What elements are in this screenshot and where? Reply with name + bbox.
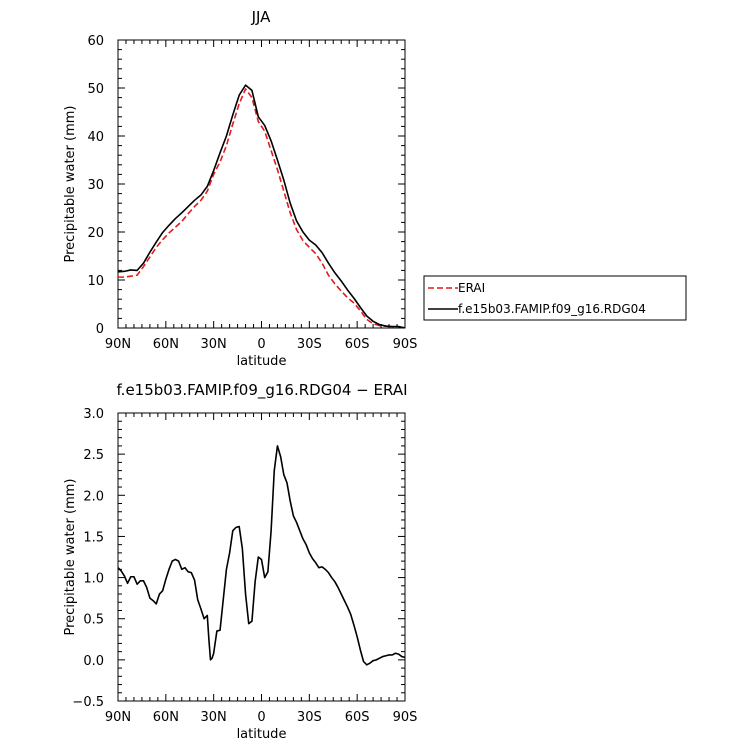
bottom-panel: 90N 60N 30N 0 30S 60S 90S −0.5 0.0 0.5 1.0 1.5 2.0 2.… [63,381,417,742]
x-tick-label: 90S [393,710,418,725]
y-tick-label: 2.0 [83,489,104,504]
series-line-difference [118,445,405,666]
legend-box [423,275,687,321]
y-tick-label: 2.5 [83,448,104,463]
x-tick-label: 60N [153,710,179,725]
y-tick-label: 10 [87,274,104,289]
legend-label: f.e15b03.FAMIP.f09_g16.RDG04 [458,302,646,316]
y-axis-label: Precipitable water (mm) [63,106,78,263]
series-line-erai [118,88,405,328]
x-tick-label: 30S [297,710,322,725]
series-line-f-e15b03-famip-f09-g16-rdg04 [118,84,405,328]
x-tick-label: 90N [105,337,131,352]
x-tick-label: 90N [105,710,131,725]
x-tick-label: 30S [297,337,322,352]
y-axis-label: Precipitable water (mm) [63,479,78,636]
x-tick-label: 60S [345,337,370,352]
y-tick-label: 1.0 [83,572,104,587]
y-tick-label: 0 [96,322,104,337]
x-tick-label: 30N [201,710,227,725]
chart-title: JJA [251,8,272,26]
legend-label: ERAI [458,281,485,295]
y-tick-label: 3.0 [83,407,104,422]
plot-frame [117,39,406,329]
x-tick-label: 0 [257,710,265,725]
chart-title: f.e15b03.FAMIP.f09_g16.RDG04 − ERAI [116,381,407,400]
y-tick-label: −0.5 [72,695,104,710]
y-tick-label: 40 [87,130,104,145]
y-tick-label: 1.5 [83,530,104,545]
x-tick-label: 30N [201,337,227,352]
y-tick-label: 20 [87,226,104,241]
x-tick-label: 60S [345,710,370,725]
legend: ERAI f.e15b03.FAMIP.f09_g16.RDG04 [423,275,687,321]
y-tick-label: 0.5 [83,613,104,628]
x-axis-label: latitude [237,727,287,742]
x-tick-label: 0 [257,337,265,352]
x-tick-label: 90S [393,337,418,352]
y-tick-label: 0.0 [83,654,104,669]
x-axis-label: latitude [237,354,287,369]
top-panel: 90N 60N 30N 0 30S 60S 90S 0 10 20 30 40 50 60 JJA latit… [63,8,417,369]
y-tick-label: 50 [87,82,104,97]
x-tick-label: 60N [153,337,179,352]
y-tick-label: 30 [87,178,104,193]
y-tick-label: 60 [87,34,104,49]
